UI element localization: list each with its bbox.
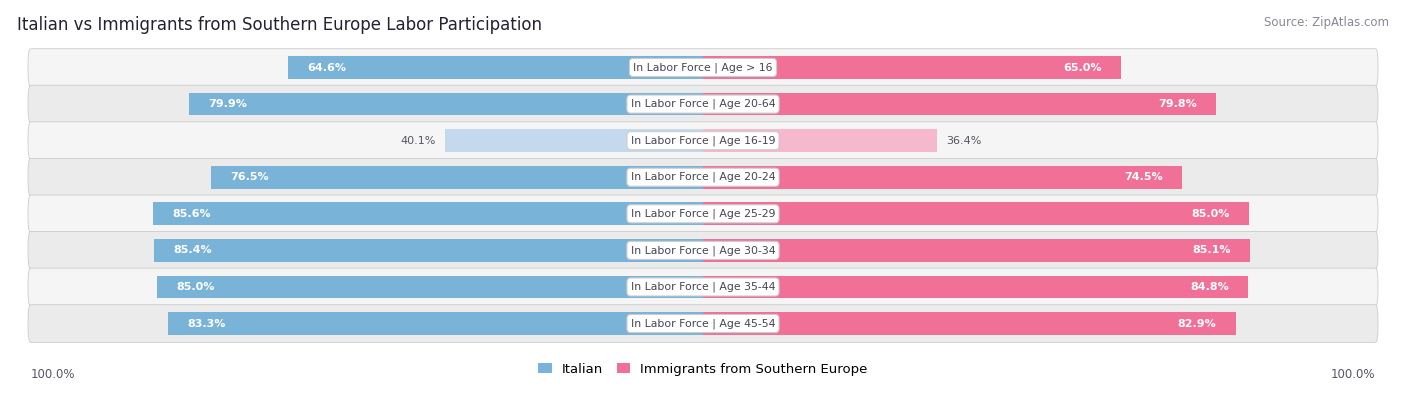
- Bar: [156, 276, 703, 298]
- Text: 79.9%: 79.9%: [208, 99, 247, 109]
- Text: 74.5%: 74.5%: [1123, 172, 1163, 182]
- Text: 100.0%: 100.0%: [31, 368, 76, 381]
- Bar: [211, 166, 703, 188]
- Text: 85.4%: 85.4%: [173, 245, 212, 256]
- Text: 85.0%: 85.0%: [176, 282, 214, 292]
- Bar: [703, 312, 1236, 335]
- Text: 85.6%: 85.6%: [172, 209, 211, 219]
- Bar: [703, 56, 1121, 79]
- Text: 65.0%: 65.0%: [1063, 62, 1101, 73]
- FancyBboxPatch shape: [28, 305, 1378, 342]
- FancyBboxPatch shape: [28, 158, 1378, 196]
- Bar: [703, 166, 1182, 188]
- FancyBboxPatch shape: [28, 122, 1378, 160]
- Text: 85.0%: 85.0%: [1192, 209, 1230, 219]
- FancyBboxPatch shape: [28, 85, 1378, 123]
- Text: 84.8%: 84.8%: [1189, 282, 1229, 292]
- Bar: [703, 276, 1249, 298]
- Text: Source: ZipAtlas.com: Source: ZipAtlas.com: [1264, 16, 1389, 29]
- Bar: [703, 93, 1216, 115]
- FancyBboxPatch shape: [28, 268, 1378, 306]
- Bar: [288, 56, 703, 79]
- Legend: Italian, Immigrants from Southern Europe: Italian, Immigrants from Southern Europe: [538, 363, 868, 376]
- Text: In Labor Force | Age 20-64: In Labor Force | Age 20-64: [631, 99, 775, 109]
- Bar: [167, 312, 703, 335]
- Text: 82.9%: 82.9%: [1178, 318, 1216, 329]
- FancyBboxPatch shape: [28, 231, 1378, 269]
- Text: In Labor Force | Age 30-34: In Labor Force | Age 30-34: [631, 245, 775, 256]
- Bar: [153, 203, 703, 225]
- Text: In Labor Force | Age 25-29: In Labor Force | Age 25-29: [631, 209, 775, 219]
- Bar: [703, 239, 1250, 262]
- Text: In Labor Force | Age 45-54: In Labor Force | Age 45-54: [631, 318, 775, 329]
- Text: In Labor Force | Age 20-24: In Labor Force | Age 20-24: [631, 172, 775, 182]
- Text: In Labor Force | Age > 16: In Labor Force | Age > 16: [633, 62, 773, 73]
- FancyBboxPatch shape: [28, 49, 1378, 87]
- Text: In Labor Force | Age 35-44: In Labor Force | Age 35-44: [631, 282, 775, 292]
- Bar: [190, 93, 703, 115]
- Text: 83.3%: 83.3%: [187, 318, 225, 329]
- Text: 36.4%: 36.4%: [946, 135, 981, 146]
- Bar: [703, 203, 1250, 225]
- Text: 64.6%: 64.6%: [307, 62, 346, 73]
- Text: 76.5%: 76.5%: [231, 172, 269, 182]
- Text: 79.8%: 79.8%: [1159, 99, 1197, 109]
- Bar: [446, 129, 703, 152]
- Text: 40.1%: 40.1%: [401, 135, 436, 146]
- Bar: [155, 239, 703, 262]
- FancyBboxPatch shape: [28, 195, 1378, 233]
- Bar: [703, 129, 936, 152]
- Text: In Labor Force | Age 16-19: In Labor Force | Age 16-19: [631, 135, 775, 146]
- Text: 100.0%: 100.0%: [1330, 368, 1375, 381]
- Text: Italian vs Immigrants from Southern Europe Labor Participation: Italian vs Immigrants from Southern Euro…: [17, 16, 541, 34]
- Text: 85.1%: 85.1%: [1192, 245, 1230, 256]
